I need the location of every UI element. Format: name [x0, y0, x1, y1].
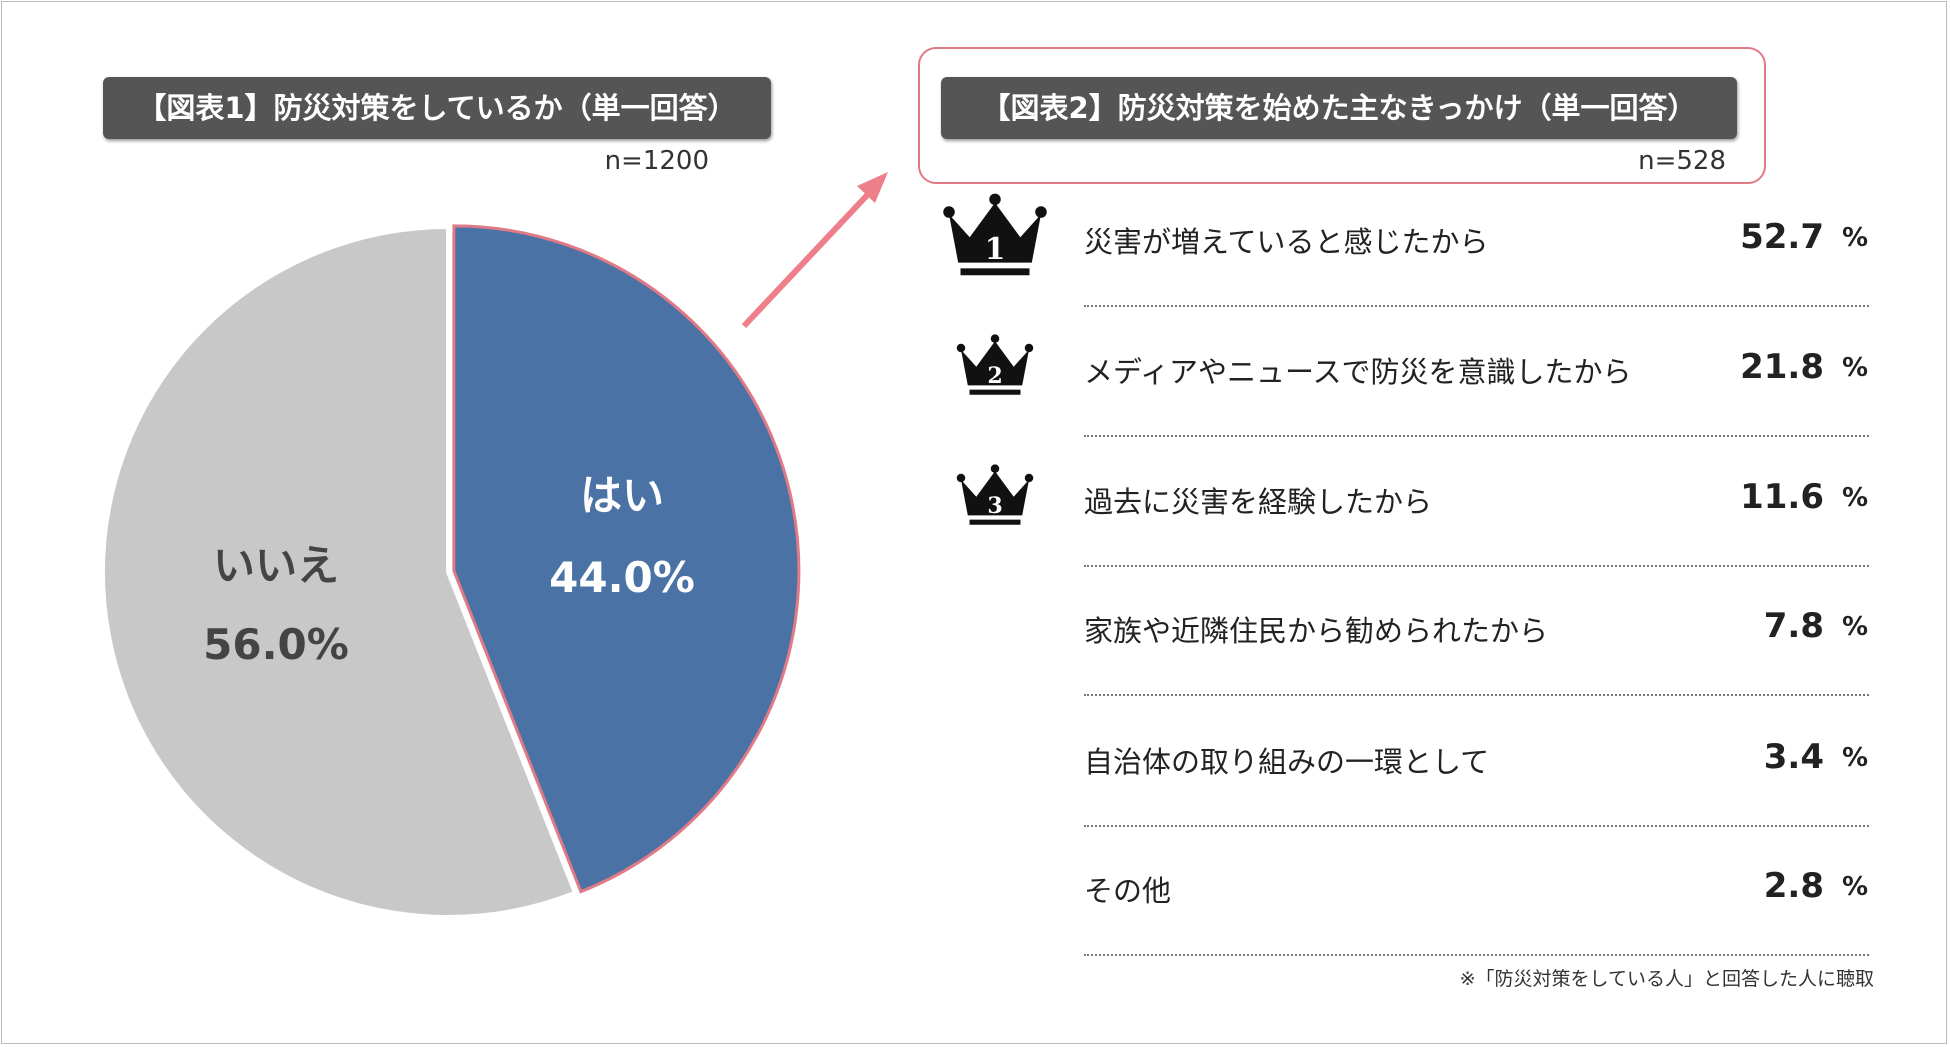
- row-label: メディアやニュースで防災を意識したから: [1084, 355, 1632, 389]
- highlight-box: [918, 47, 1766, 184]
- row-value: 3.4: [1763, 737, 1824, 777]
- row-label: 自治体の取り組みの一環として: [1084, 745, 1490, 779]
- row-divider: [1084, 825, 1869, 827]
- slice-value-no: 56.0%: [203, 620, 349, 669]
- row-divider: [1084, 565, 1869, 567]
- row-value: 21.8: [1740, 347, 1824, 387]
- row-label: その他: [1084, 874, 1172, 908]
- row-unit: %: [1842, 223, 1869, 253]
- chart1-title: 【図表1】防災対策をしているか（単一回答）: [103, 77, 771, 139]
- crown-rank-1-icon: 1: [943, 193, 1047, 276]
- svg-text:1: 1: [985, 232, 1006, 267]
- row-divider: [1084, 694, 1869, 696]
- row-value: 2.8: [1763, 866, 1824, 906]
- row-value: 7.8: [1763, 606, 1824, 646]
- row-unit: %: [1842, 872, 1869, 902]
- pie-slice: [101, 224, 578, 919]
- crown-rank-3-icon: 3: [956, 464, 1034, 525]
- crown-rank-2-icon: 2: [956, 334, 1034, 395]
- arrow-line: [741, 187, 875, 329]
- row-label: 過去に災害を経験したから: [1084, 485, 1433, 519]
- slice-label-no: いいえ: [212, 541, 339, 590]
- chart2-title: 【図表2】防災対策を始めた主なきっかけ（単一回答）: [941, 77, 1737, 139]
- row-unit: %: [1842, 353, 1869, 383]
- svg-text:3: 3: [987, 493, 1002, 519]
- chart1-n: n=1200: [604, 146, 709, 176]
- slice-value-yes: 44.0%: [549, 553, 695, 602]
- footnote: ※「防災対策をしている人」と回答した人に聴取: [1459, 968, 1874, 990]
- row-label: 家族や近隣住民から勧められたから: [1084, 614, 1549, 648]
- slice-label-yes: はい: [579, 471, 664, 520]
- svg-text:2: 2: [987, 363, 1002, 389]
- row-value: 11.6: [1740, 477, 1824, 517]
- row-divider: [1084, 305, 1869, 307]
- row-value: 52.7: [1740, 217, 1824, 257]
- chart2-n: n=528: [1638, 146, 1726, 176]
- row-divider: [1084, 435, 1869, 437]
- row-divider: [1084, 954, 1869, 956]
- pie-slice: [452, 224, 801, 894]
- row-unit: %: [1842, 612, 1869, 642]
- row-unit: %: [1842, 483, 1869, 513]
- row-unit: %: [1842, 743, 1869, 773]
- row-label: 災害が増えていると感じたから: [1084, 225, 1489, 259]
- arrow-head: [857, 172, 888, 203]
